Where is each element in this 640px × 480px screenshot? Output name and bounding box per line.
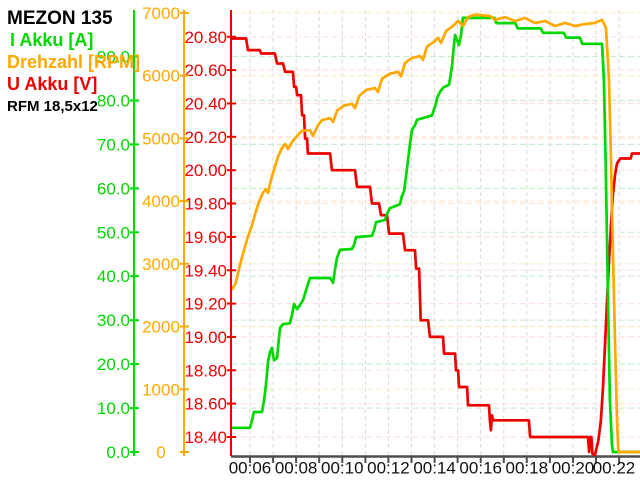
- tick-label-voltage: 18.40: [184, 428, 227, 447]
- series-voltage: [232, 37, 640, 456]
- tick-label-voltage: 20.80: [184, 28, 227, 47]
- x-tick-label: 00:16: [459, 459, 502, 478]
- tick-label-current: 70.0: [97, 135, 130, 154]
- axis-voltage: 18.40 18.60 18.80 19.00 19.20 19.40 19.60 19.80…: [184, 10, 236, 456]
- tick-label-voltage: 20.40: [184, 95, 227, 114]
- tick-label-voltage: 20.00: [184, 161, 227, 180]
- tick-label-voltage: 19.80: [184, 195, 227, 214]
- tick-label-rpm: 2000: [142, 318, 180, 337]
- x-tick-label: 00:06: [229, 459, 272, 478]
- tick-label-current: 20.0: [97, 355, 130, 374]
- tick-label-current: 10.0: [97, 399, 130, 418]
- tick-label-voltage: 18.80: [184, 361, 227, 380]
- tick-label-rpm: 5000: [142, 129, 180, 148]
- y-gridlines-rpm: [232, 12, 640, 390]
- axis-current: 0.0 10.0 20.0 30.0 40.0 50.0 60.0 70.0 80.0 90.0: [97, 10, 139, 462]
- tick-label-rpm: 6000: [142, 67, 180, 86]
- tick-label-rpm: 4000: [142, 192, 180, 211]
- tick-label-current: 50.0: [97, 223, 130, 242]
- tick-label-rpm: 0: [156, 443, 165, 462]
- tick-label-voltage: 19.40: [184, 261, 227, 280]
- tick-label-voltage: 18.60: [184, 395, 227, 414]
- tick-label-voltage: 20.60: [184, 61, 227, 80]
- x-tick-label: 00:14: [413, 459, 456, 478]
- tick-label-voltage: 19.20: [184, 295, 227, 314]
- tick-label-rpm: 7000: [142, 4, 180, 23]
- y-gridlines-voltage: [232, 36, 640, 438]
- x-tick-label: 00:10: [321, 459, 364, 478]
- tick-label-current: 40.0: [97, 267, 130, 286]
- tick-label-voltage: 19.60: [184, 228, 227, 247]
- tick-label-current: 90.0: [97, 48, 130, 67]
- tick-label-rpm: 1000: [142, 380, 180, 399]
- x-tick-label: 00:22: [593, 459, 636, 478]
- tick-label-current: 60.0: [97, 179, 130, 198]
- x-tick-label: 00:20: [552, 459, 595, 478]
- x-axis: 00:06 00:08 00:10 00:12 00:14 00:16 00:18 00:20…: [229, 455, 640, 478]
- tick-label-current: 30.0: [97, 311, 130, 330]
- x-tick-label: 00:18: [506, 459, 549, 478]
- series-current: [232, 16, 640, 454]
- series-rpm: [232, 13, 640, 454]
- axis-rpm: 0 1000 2000 3000 4000 5000 6000 7000: [142, 4, 189, 462]
- tick-label-voltage: 19.00: [184, 328, 227, 347]
- tick-label-current: 80.0: [97, 92, 130, 111]
- tick-label-rpm: 3000: [142, 255, 180, 274]
- y-gridlines-current: [232, 55, 640, 409]
- tick-label-current: 0.0: [106, 443, 130, 462]
- x-tick-label: 00:12: [367, 459, 410, 478]
- tick-label-voltage: 20.20: [184, 128, 227, 147]
- x-tick-label: 00:08: [275, 459, 318, 478]
